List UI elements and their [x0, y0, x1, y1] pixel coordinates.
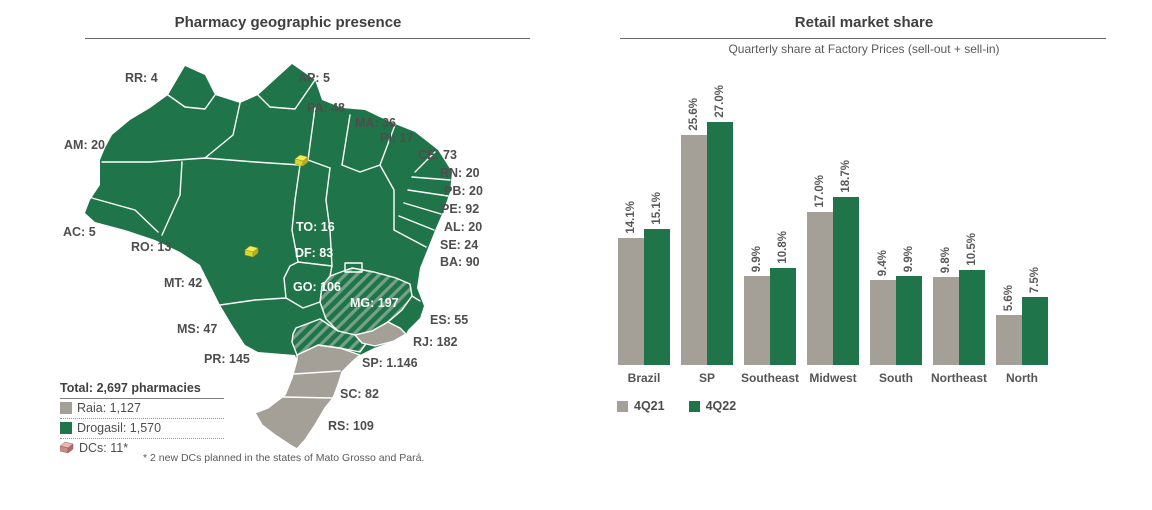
bar-4Q21-Southeast: [744, 276, 770, 365]
bar-value-4Q22-Midwest: 18.7%: [840, 160, 852, 193]
legend-drogasil-label: Drogasil: 1,570: [77, 421, 162, 435]
legend-raia-label: Raia: 1,127: [77, 401, 141, 415]
map-region-rj-gray: [354, 321, 407, 347]
bar-4Q21-Northeast: [933, 277, 959, 365]
chart-legend-item-4Q22: 4Q22: [688, 399, 737, 413]
legend-row-raia: Raia: 1,127: [60, 399, 224, 419]
bar-value-4Q21-Southeast: 9.9%: [751, 245, 763, 272]
state-label-RN: RN: 20: [440, 166, 480, 180]
dc-planned-icon-para: [294, 154, 309, 167]
chart-subtitle: Quarterly share at Factory Prices (sell-…: [728, 42, 1000, 56]
category-label-SP: SP: [698, 371, 715, 385]
state-label-CE: CE: 73: [418, 148, 457, 162]
bar-value-4Q21-North: 5.6%: [1003, 284, 1015, 311]
category-label-South: South: [879, 371, 913, 385]
state-label-PR: PR: 145: [204, 352, 250, 366]
map-legend: Total: 2,697 pharmacies Raia: 1,127 Drog…: [60, 381, 224, 458]
bar-4Q22-Southeast: [770, 268, 796, 365]
drogasil-swatch: [60, 422, 72, 434]
chart-legend: 4Q21 4Q22: [617, 399, 736, 413]
state-label-AL: AL: 20: [444, 220, 483, 234]
map-region-sp-hatched: [291, 318, 369, 356]
dc-planned-icon-mato-grosso: [244, 245, 259, 258]
legend-label-4Q22: 4Q22: [705, 399, 737, 413]
category-label-Midwest: Midwest: [809, 371, 857, 385]
state-label-MS: MS: 47: [177, 322, 218, 336]
chart-title: Retail market share: [794, 14, 934, 31]
legend-swatch-4Q22: [688, 400, 700, 412]
bar-4Q22-Northeast: [959, 270, 985, 365]
retail-market-share-panel: Retail market share Quarterly share at F…: [576, 0, 1152, 510]
state-label-SP: SP: 1.146: [362, 356, 418, 370]
map-region-go: [283, 261, 333, 309]
bar-4Q22-North: [1022, 297, 1048, 365]
category-label-Southeast: Southeast: [740, 371, 799, 385]
bar-value-4Q21-Brazil: 14.1%: [625, 201, 637, 234]
bar-value-4Q22-South: 9.9%: [903, 245, 915, 272]
bar-value-4Q22-Northeast: 10.5%: [966, 233, 978, 266]
legend-label-4Q21: 4Q21: [634, 399, 665, 413]
chart-title-rule: [620, 38, 1106, 39]
state-label-AM: AM: 20: [64, 138, 105, 152]
state-label-PB: PB: 20: [444, 184, 483, 198]
map-title: Pharmacy geographic presence: [174, 14, 402, 31]
state-label-PA: PA: 48: [307, 101, 345, 115]
state-label-PI: PI: 17: [380, 131, 414, 145]
legend-total: Total: 2,697 pharmacies: [60, 381, 224, 399]
bar-4Q21-SP: [681, 135, 707, 365]
state-label-PE: PE: 92: [441, 202, 480, 216]
bar-value-4Q21-Midwest: 17.0%: [814, 175, 826, 208]
state-label-BA: BA: 90: [440, 255, 480, 269]
bar-4Q22-South: [896, 276, 922, 365]
bar-4Q22-SP: [707, 122, 733, 365]
brazil-map: [85, 64, 452, 450]
dc-box-icon: [60, 442, 74, 454]
bar-value-4Q22-Southeast: 10.8%: [777, 231, 789, 264]
chart-legend-item-4Q21: 4Q21: [617, 399, 665, 413]
bar-4Q21-North: [996, 315, 1022, 365]
category-axis: Brazil SP Southeast Midwest South Northeast No…: [576, 371, 1152, 387]
legend-row-drogasil: Drogasil: 1,570: [60, 419, 224, 439]
bar-4Q22-Midwest: [833, 197, 859, 365]
df-marker: [344, 262, 363, 273]
state-label-SC: SC: 82: [340, 387, 379, 401]
state-borders: [91, 79, 451, 399]
bar-4Q21-Midwest: [807, 212, 833, 365]
bar-value-4Q22-North: 7.5%: [1029, 266, 1041, 293]
bar-4Q21-South: [870, 280, 896, 365]
bar-value-4Q21-SP: 25.6%: [688, 98, 700, 131]
state-label-DF: DF: 83: [295, 246, 334, 260]
raia-swatch: [60, 402, 72, 414]
state-label-RS: RS: 109: [328, 419, 374, 433]
category-label-Northeast: Northeast: [930, 371, 987, 385]
bar-4Q22-Brazil: [644, 229, 670, 365]
category-label-Brazil: Brazil: [627, 371, 661, 385]
state-label-RJ: RJ: 182: [413, 335, 458, 349]
state-label-RR: RR: 4: [125, 71, 158, 85]
category-label-North: North: [1006, 371, 1038, 385]
state-label-GO: GO: 106: [293, 280, 341, 294]
bar-value-4Q21-South: 9.4%: [877, 249, 889, 276]
state-label-TO: TO: 16: [296, 220, 335, 234]
state-label-MA: MA: 36: [355, 116, 396, 130]
bar-4Q21-Brazil: [618, 238, 644, 365]
state-label-MT: MT: 42: [164, 276, 203, 290]
pharmacy-presence-panel: Pharmacy geographic presence: [60, 14, 530, 464]
state-label-AP: AP: 5: [298, 71, 330, 85]
legend-swatch-4Q21: [617, 400, 628, 412]
legend-dcs-label: DCs: 11*: [79, 441, 129, 455]
map-footnote: * 2 new DCs planned in the states of Mat…: [143, 452, 425, 464]
state-label-RO: RO: 13: [131, 240, 172, 254]
legend-row-dcs: DCs: 11*: [60, 439, 224, 458]
state-label-SE: SE: 24: [440, 238, 479, 252]
bar-value-4Q22-Brazil: 15.1%: [651, 192, 663, 225]
bar-value-4Q21-Northeast: 9.8%: [940, 246, 952, 273]
state-label-MG: MG: 197: [350, 296, 399, 310]
map-title-rule: [85, 38, 530, 39]
state-label-ES: ES: 55: [430, 313, 469, 327]
bar-value-4Q22-SP: 27.0%: [714, 85, 726, 118]
bar-chart-plot: 14.1% 15.1% 25.6% 27.0% 9.9% 10.8% 17.0% 18.7% 9…: [610, 70, 1120, 365]
state-label-AC: AC: 5: [63, 225, 96, 239]
